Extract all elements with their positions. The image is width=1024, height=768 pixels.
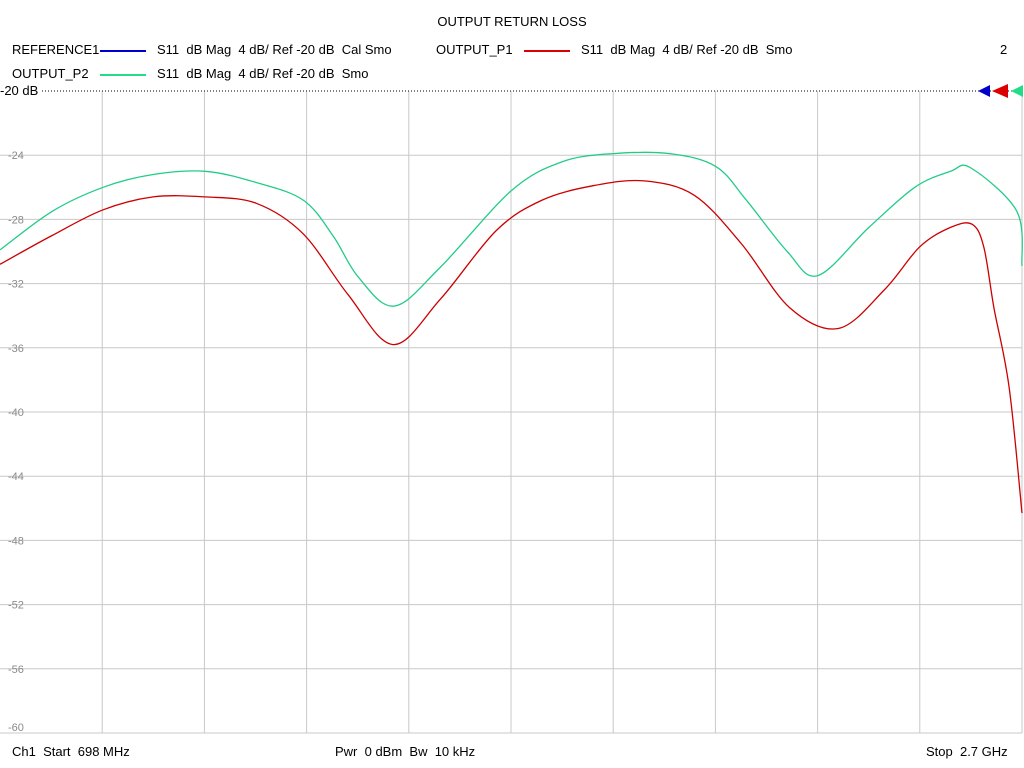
channel-number: 2	[1000, 42, 1008, 57]
y-tick-label: -44	[8, 471, 24, 483]
y-tick-label: -24	[8, 150, 24, 162]
legend-name-output-p2: OUTPUT_P2	[12, 66, 89, 81]
footer-power: Pwr 0 dBm Bw 10 kHz	[335, 744, 476, 759]
chart-title: OUTPUT RETURN LOSS	[437, 14, 587, 29]
y-tick-label: -52	[8, 600, 24, 612]
ref-marker-output-p1	[992, 84, 1008, 98]
legend-swatch-output-p2	[100, 74, 146, 76]
legend-entry-output-p2: OUTPUT_P2 S11 dB Mag 4 dB/ Ref -20 dB Sm…	[12, 66, 368, 126]
footer-start: Ch1 Start 698 MHz	[12, 744, 130, 759]
legend-swatch-output-p1	[524, 50, 570, 52]
y-tick-label: -60	[8, 722, 24, 734]
y-tick-label: -56	[8, 664, 24, 676]
legend-entry-output-p1: OUTPUT_P1 S11 dB Mag 4 dB/ Ref -20 dB Sm…	[436, 42, 792, 102]
legend-name-output-p1: OUTPUT_P1	[436, 42, 513, 57]
trace-output-p2	[0, 151, 1023, 307]
legend-desc-reference1: S11 dB Mag 4 dB/ Ref -20 dB Cal Smo	[157, 42, 392, 57]
ref-marker-reference1	[978, 85, 990, 97]
y-tick-label: -48	[8, 535, 24, 547]
reference-level-label: -20 dB	[0, 83, 41, 98]
ref-marker-output-p2	[1011, 85, 1023, 97]
footer-stop: Stop 2.7 GHz	[926, 744, 1008, 759]
legend-entry-reference1: REFERENCE1 S11 dB Mag 4 dB/ Ref -20 dB C…	[12, 42, 392, 102]
legend-desc-output-p1: S11 dB Mag 4 dB/ Ref -20 dB Smo	[581, 42, 793, 57]
y-tick-label: -40	[8, 407, 24, 419]
legend-desc-output-p2: S11 dB Mag 4 dB/ Ref -20 dB Smo	[157, 66, 369, 81]
y-tick-label: -28	[8, 214, 24, 226]
y-tick-label: -32	[8, 279, 24, 291]
y-tick-label: -36	[8, 343, 24, 355]
legend-swatch-reference1	[100, 50, 146, 52]
legend-name-reference1: REFERENCE1	[12, 42, 100, 57]
trace-output-p1	[0, 179, 1023, 514]
